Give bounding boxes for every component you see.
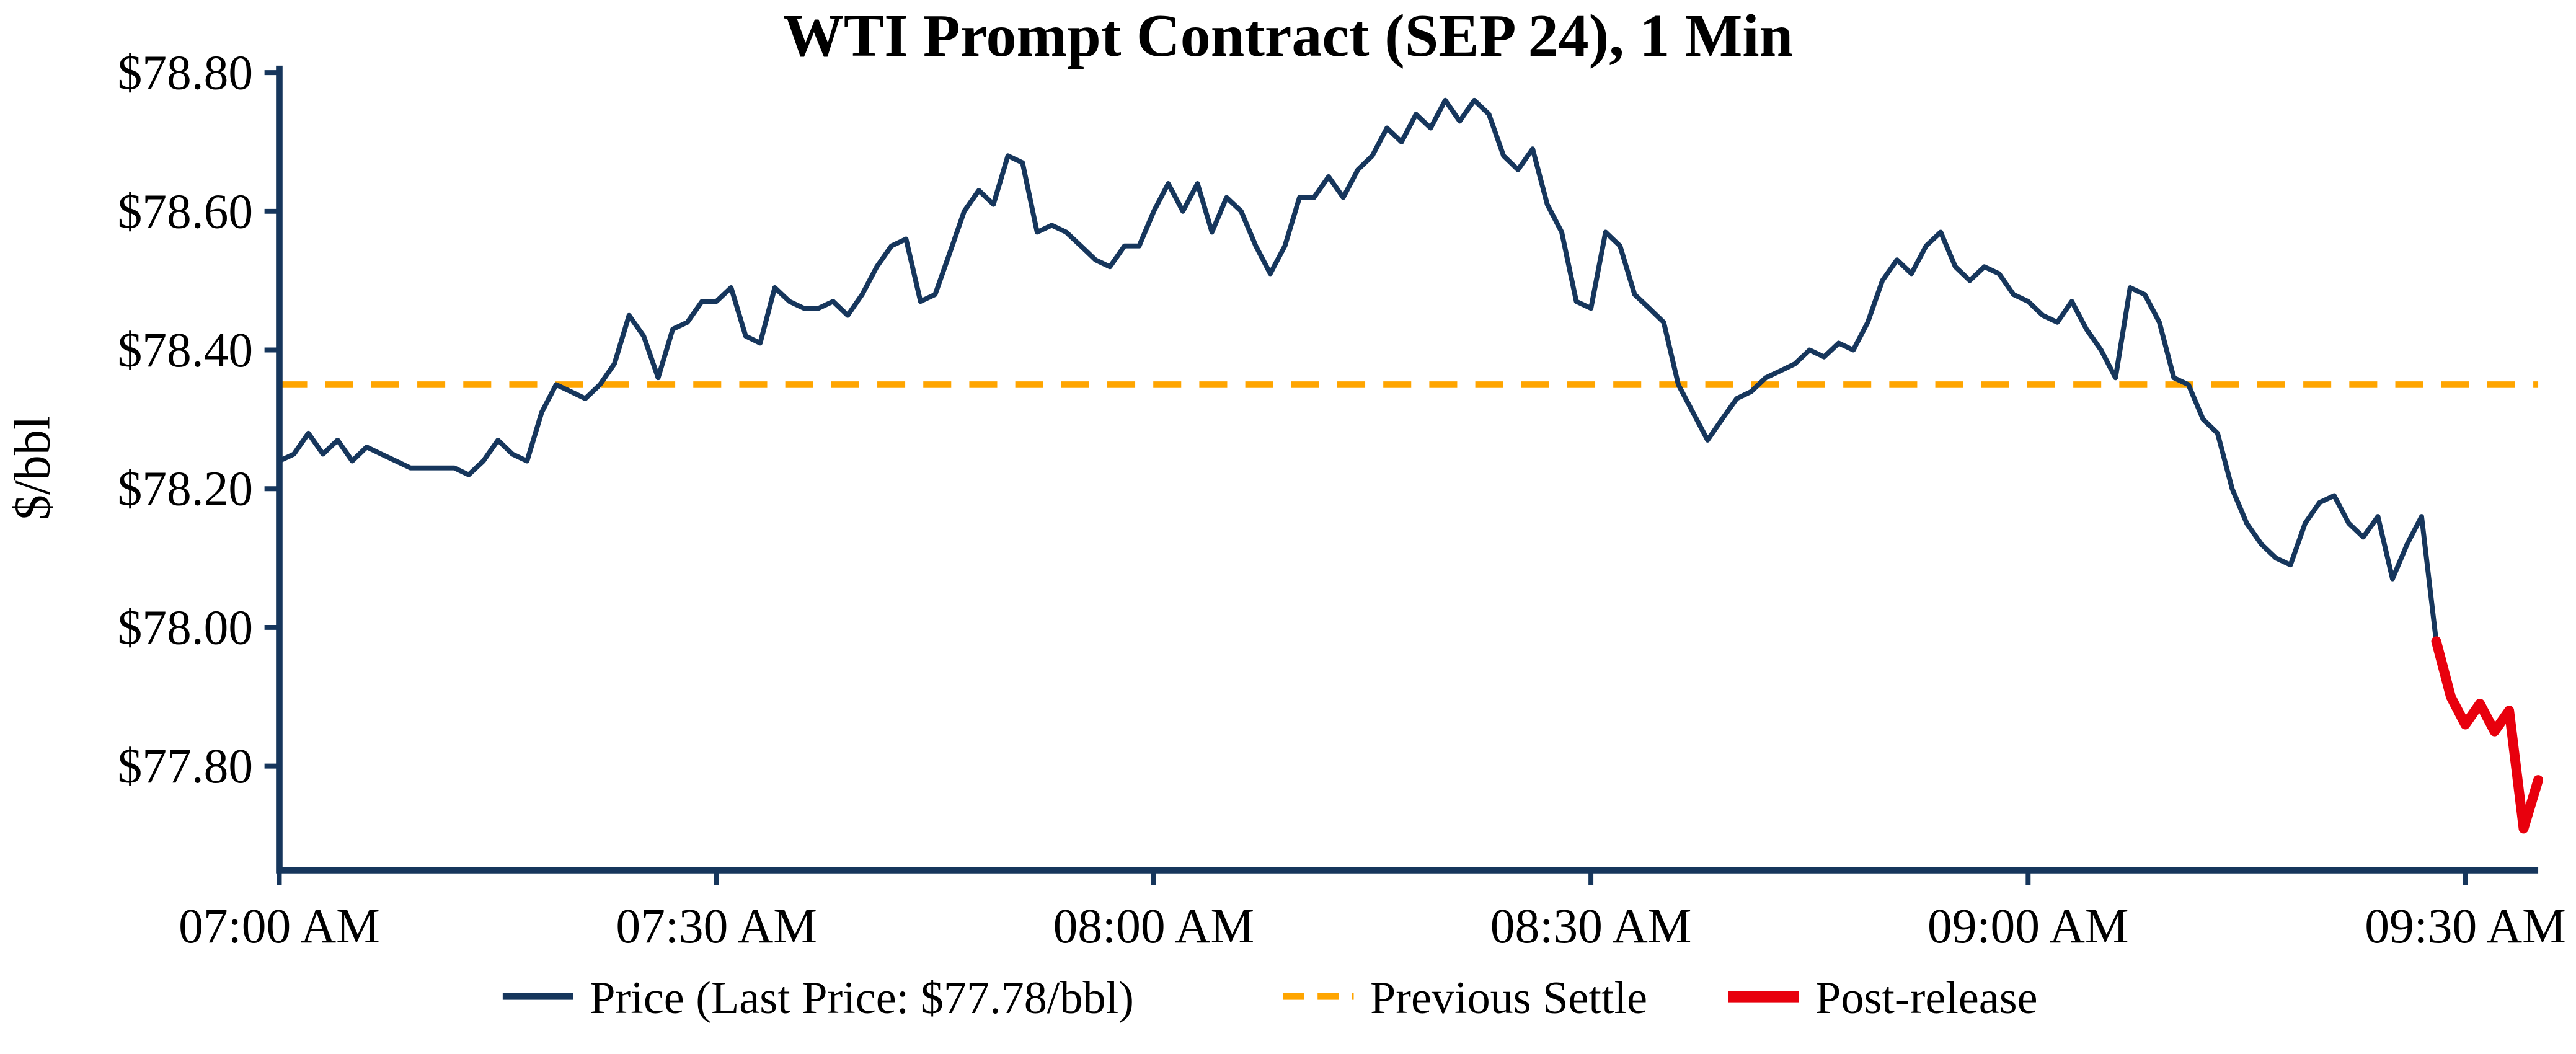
plot-area: $77.80 $78.00 $78.20 $78.40 $78.60 $78.80 07:0… [118,46,2566,954]
price-line [277,97,2439,644]
legend-item-previous-settle: Previous Settle [1283,973,1647,1024]
x-tick-label: 09:00 AM [1928,899,2129,954]
x-tick-label: 09:30 AM [2365,899,2566,954]
post-release-line [2431,636,2544,834]
legend-label-post-release: Post-release [1815,973,2037,1024]
x-tick-label: 08:30 AM [1490,899,1692,954]
legend-label-previous-settle: Previous Settle [1370,973,1647,1024]
y-tick-label: $78.60 [118,184,254,239]
x-tick-label: 07:30 AM [616,899,817,954]
y-tick-label: $78.80 [118,46,254,100]
y-tick-label: $78.40 [118,323,254,378]
y-tick-label: $78.00 [118,600,254,655]
y-tick-label: $78.20 [118,462,254,516]
legend-item-price: Price (Last Price: $77.78/bbl) [502,973,1134,1024]
legend: Price (Last Price: $77.78/bbl) Previous … [502,973,2038,1024]
x-tick-label: 07:00 AM [179,899,380,954]
axis-spines [276,65,2539,874]
y-axis-label: $/bbl [4,415,60,520]
legend-item-post-release: Post-release [1728,973,2038,1024]
chart-title: WTI Prompt Contract (SEP 24), 1 Min [783,2,1793,69]
legend-label-price: Price (Last Price: $77.78/bbl) [590,973,1134,1024]
x-tick-label: 08:00 AM [1053,899,1255,954]
y-tick-label: $77.80 [118,739,254,794]
